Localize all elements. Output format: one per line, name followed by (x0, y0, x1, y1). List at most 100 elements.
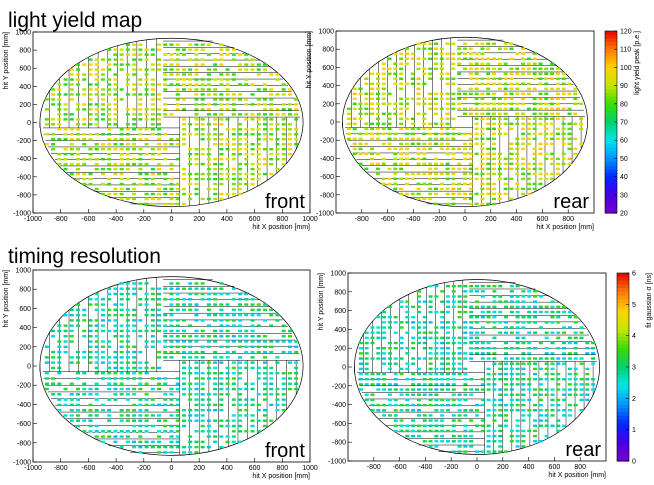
hit-cell (399, 326, 404, 329)
hit-cell (169, 387, 174, 391)
hit-cell (445, 305, 450, 309)
hit-cell (527, 331, 532, 334)
hit-cell (550, 305, 555, 309)
hit-cell (132, 68, 137, 71)
hit-cell (200, 63, 205, 66)
hit-cell (206, 53, 211, 56)
y-tick-label: 1000 (15, 268, 31, 275)
hit-cell (157, 123, 162, 126)
hit-cell (175, 192, 180, 196)
colorbar-swatch (617, 434, 629, 440)
hit-cell (206, 93, 211, 96)
hit-cell (497, 127, 502, 131)
hit-cell (169, 356, 174, 359)
hit-cell (521, 112, 526, 116)
hit-cell (381, 132, 386, 136)
hit-cell (561, 157, 566, 161)
hit-cell (440, 383, 445, 386)
hit-cell (181, 138, 186, 141)
hit-cell (256, 172, 261, 176)
hit-cell (88, 419, 93, 422)
hit-cell (463, 378, 468, 381)
hit-cell (262, 377, 267, 380)
colorbar-swatch (617, 348, 629, 353)
hit-cell (63, 167, 68, 171)
hit-cell (150, 366, 155, 370)
hit-cell (281, 152, 286, 156)
x-axis-label: hit X position [mm] (252, 473, 310, 480)
hit-cell (169, 313, 174, 317)
hit-cell (503, 72, 508, 75)
hit-cell (556, 315, 561, 319)
hit-cell (486, 321, 491, 324)
colorbar-swatch (605, 100, 617, 105)
hit-cell (550, 77, 555, 80)
colorbar-swatch (617, 355, 629, 361)
hit-cell (358, 112, 363, 116)
hit-cell (57, 93, 62, 96)
hit-cell (194, 78, 199, 81)
colorbar-swatch (617, 310, 629, 315)
hit-cell (250, 63, 255, 66)
hit-cell (231, 143, 236, 146)
hit-cell (486, 82, 491, 85)
hit-cell (238, 192, 243, 196)
colorbar-tick-label: 1 (632, 427, 636, 434)
hit-cell (256, 377, 261, 380)
hit-cell (125, 387, 130, 391)
hit-cell (468, 47, 473, 50)
hit-cell (107, 143, 112, 146)
hit-cell (144, 152, 149, 156)
hit-cell (188, 73, 193, 76)
hit-cell (509, 440, 514, 443)
hit-cell (399, 162, 404, 166)
hit-cell (550, 372, 555, 376)
hit-cell (533, 388, 538, 391)
hit-cell (119, 172, 124, 176)
hit-cell (113, 372, 118, 375)
hit-cell (364, 352, 369, 355)
hit-cell (404, 52, 409, 55)
hit-cell (532, 97, 537, 100)
hit-cell (387, 315, 392, 319)
hit-cell (63, 329, 68, 333)
hit-cell (585, 383, 590, 386)
hit-cell (144, 93, 149, 96)
hit-cell (469, 331, 474, 334)
hit-cell (381, 82, 386, 85)
hit-cell (468, 182, 473, 186)
hit-cell (381, 157, 386, 161)
x-tick-label: -400 (109, 465, 123, 472)
x-tick-label: 200 (193, 216, 205, 223)
hit-cell (63, 128, 68, 131)
hit-cell (163, 143, 168, 146)
hit-cell (194, 282, 199, 285)
hit-cell (275, 147, 280, 151)
hit-cell (422, 315, 427, 319)
hit-cell (399, 52, 404, 55)
hit-cell (393, 347, 398, 350)
hit-cell (150, 167, 155, 171)
hit-cell (521, 336, 526, 340)
hit-cell (457, 87, 462, 90)
hit-cell (169, 143, 174, 146)
hit-cell (538, 305, 543, 309)
hit-cell (175, 73, 180, 76)
hit-cell (82, 123, 87, 126)
hit-cell (262, 398, 267, 401)
hit-cell (585, 378, 590, 381)
hit-cell (231, 430, 236, 433)
hit-cell (113, 308, 118, 312)
hit-cell (82, 335, 87, 338)
colorbar-swatch (605, 81, 617, 87)
hit-cell (132, 319, 137, 322)
hit-cell (474, 72, 479, 75)
hit-cell (393, 403, 398, 407)
hit-cell (76, 167, 81, 171)
hit-cell (411, 336, 416, 340)
hit-cell (244, 345, 249, 348)
hit-cell (150, 93, 155, 96)
hit-cell (169, 63, 174, 66)
hit-cell (544, 305, 549, 309)
hit-cell (544, 336, 549, 340)
